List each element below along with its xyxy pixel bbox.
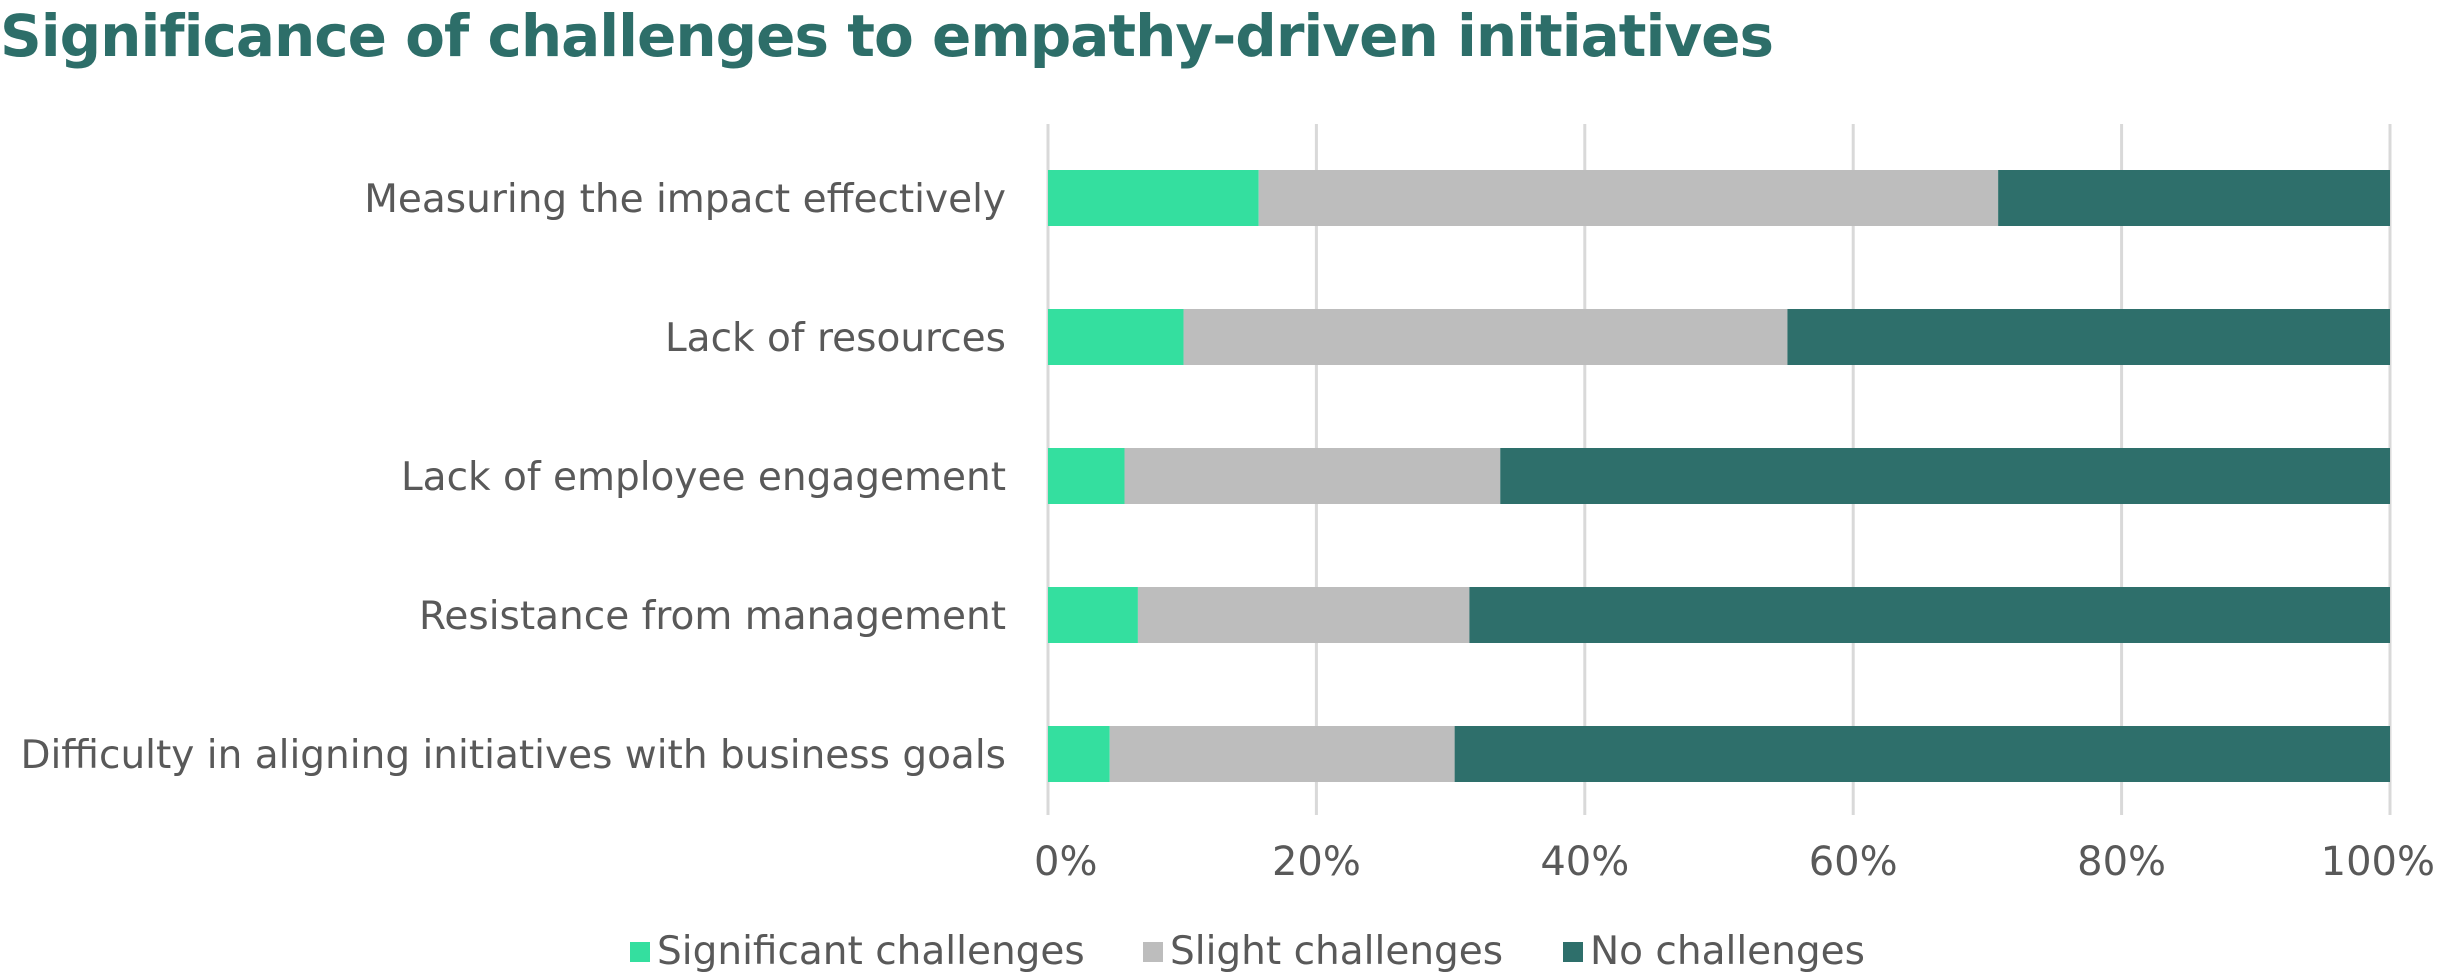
legend-swatch [1143,942,1163,962]
legend-label: Significant challenges [657,929,1085,974]
bar-segment [1787,309,2390,365]
x-tick-label: 80% [2077,839,2166,885]
bar-segment [1454,726,2390,782]
x-tick-label: 20% [1272,839,1361,885]
bar-segment [1469,587,2390,643]
legend-swatch [630,942,650,962]
bar-segment [1048,309,1184,365]
bar-segment [1048,170,1259,226]
legend: Significant challenges Slight challenges N… [630,929,1865,974]
bar-segment [1048,448,1125,504]
bar-segment [1048,587,1138,643]
x-tick-label: 60% [1809,839,1898,885]
category-label: Resistance from management [419,594,1006,639]
x-tick-label: 0% [1034,839,1097,885]
chart-title: Significance of challenges to empathy-dr… [0,2,1774,70]
x-axis-tick-labels: 0% 20% 40% 60% 80% 100% [1034,839,2435,885]
bar-segment [1183,309,1788,365]
x-tick-label: 40% [1540,839,1629,885]
category-label: Lack of resources [665,316,1006,361]
category-label: Measuring the impact effectively [364,177,1006,222]
category-label: Lack of employee engagement [401,455,1006,500]
bar-segment [1048,726,1110,782]
legend-label: Slight challenges [1170,929,1503,974]
legend-label: No challenges [1590,929,1865,974]
bar-segment [1124,448,1501,504]
bar-segment [1109,726,1455,782]
bar-segment [1998,170,2390,226]
bar-segment [1500,448,2390,504]
category-label: Difficulty in aligning initiatives with … [20,733,1006,778]
category-labels: Measuring the impact effectively Lack of … [20,177,1006,778]
bars [1048,170,2390,782]
bar-segment [1258,170,1999,226]
x-tick-label: 100% [2321,839,2435,885]
bar-segment [1137,587,1470,643]
legend-swatch [1563,942,1583,962]
